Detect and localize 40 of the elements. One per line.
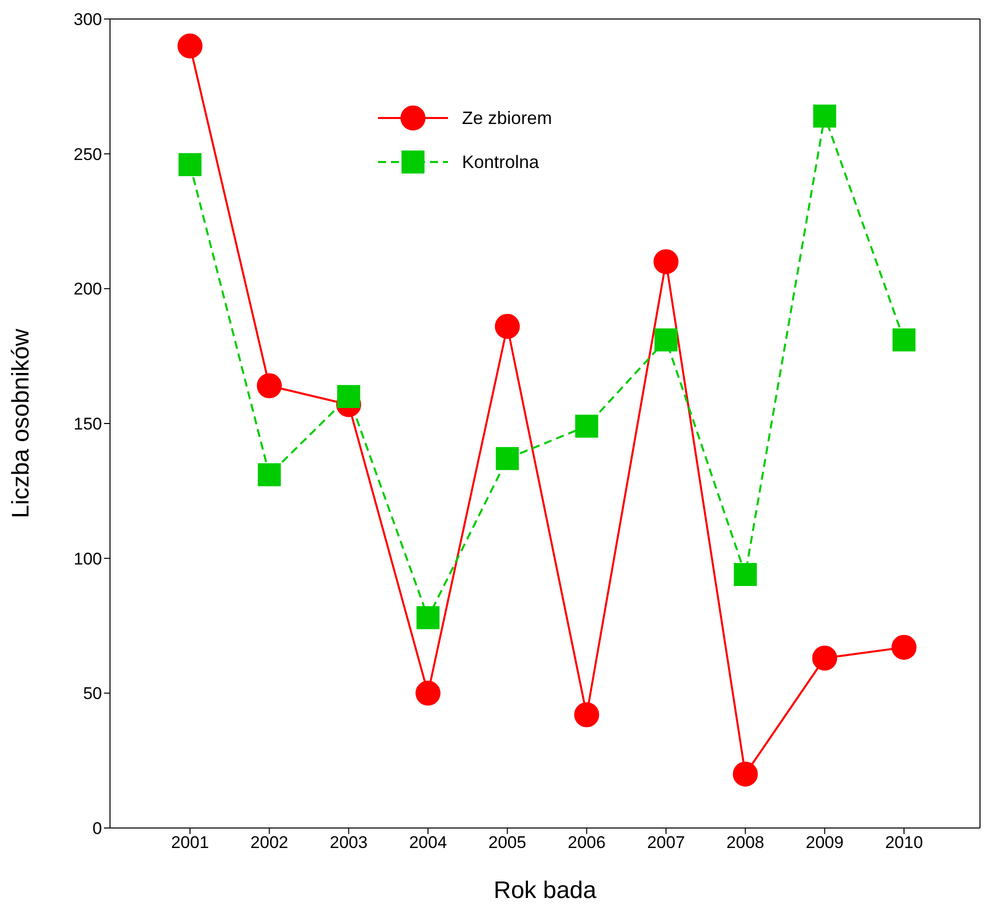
x-tick-label: 2009 <box>806 833 844 852</box>
x-tick-label: 2004 <box>409 833 447 852</box>
point <box>178 153 202 176</box>
y-tick-label: 300 <box>74 10 102 30</box>
y-tick-label: 250 <box>74 144 102 164</box>
legend-label: Ze zbiorem <box>462 108 552 128</box>
x-tick-label: 2001 <box>171 833 209 852</box>
y-tick-label: 100 <box>74 549 102 568</box>
point <box>812 646 838 671</box>
y-axis-title: Liczba osobników <box>8 328 35 518</box>
point <box>654 249 678 274</box>
y-tick-label: 200 <box>74 280 102 299</box>
y-tick-label: 50 <box>83 684 102 704</box>
x-axis-title: Rok bada <box>494 877 598 904</box>
y-tick-label: 150 <box>74 414 102 434</box>
point <box>734 563 757 586</box>
point <box>575 414 598 438</box>
point <box>496 447 519 470</box>
x-tick-label: 2010 <box>885 833 923 852</box>
point <box>178 33 202 58</box>
point <box>574 702 600 728</box>
point <box>494 314 520 339</box>
point <box>416 606 440 630</box>
x-tick-label: 2007 <box>647 833 685 852</box>
point <box>416 680 440 706</box>
point <box>256 373 282 398</box>
point <box>337 385 360 408</box>
point <box>258 463 281 486</box>
legend-label: Kontrolna <box>462 152 540 172</box>
x-tick-label: 2002 <box>250 833 288 852</box>
x-tick-label: 2008 <box>726 833 764 852</box>
x-tick-label: 2003 <box>330 833 368 852</box>
point <box>892 328 916 352</box>
point <box>732 762 758 787</box>
point <box>654 328 678 352</box>
x-tick-label: 2005 <box>488 833 526 852</box>
x-tick-label: 2006 <box>568 833 606 852</box>
point <box>892 634 916 660</box>
y-tick-label: 0 <box>92 819 102 838</box>
point <box>813 104 836 128</box>
